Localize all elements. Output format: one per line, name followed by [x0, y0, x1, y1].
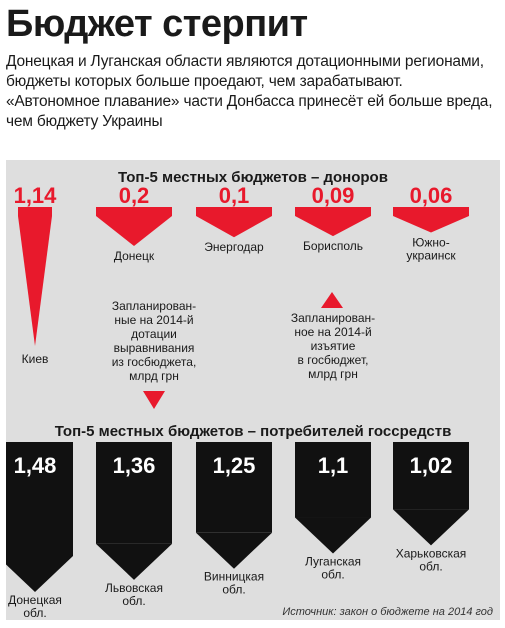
consumer-bar: [295, 442, 371, 518]
consumer-value-label: 1,02: [410, 453, 453, 478]
donor-value-label: 0,2: [119, 183, 150, 208]
donor-annotation-arrow: [321, 292, 343, 308]
donor-category-label: Энергодар: [204, 240, 264, 254]
donor-category-label: Южно-украинск: [406, 235, 456, 262]
donor-value-label: 1,14: [14, 183, 58, 208]
headline: Бюджет стерпит: [6, 3, 308, 45]
consumer-bar: [96, 442, 172, 544]
donor-category-label: Киев: [22, 352, 49, 366]
consumer-category-label: Донецкая обл.: [8, 593, 62, 620]
consumer-annotation-arrow: [143, 391, 165, 409]
lead-paragraph: Донецкая и Луганская области являются до…: [6, 53, 493, 130]
consumer-value-label: 1,25: [213, 453, 256, 478]
consumer-category-label: Харьковская обл.: [396, 546, 467, 573]
consumer-bar: [393, 442, 469, 510]
donors-title: Топ-5 местных бюджетов – доноров: [118, 169, 388, 186]
consumer-value-label: 1,1: [318, 453, 349, 478]
donor-category-label: Донецк: [114, 249, 155, 263]
source-note: Источник: закон о бюджете на 2014 год: [282, 606, 493, 618]
consumer-value-label: 1,48: [14, 453, 57, 478]
donor-bar: [295, 207, 371, 216]
consumers-title: Топ-5 местных бюджетов – потребителей го…: [55, 423, 452, 440]
donor-value-label: 0,06: [410, 183, 453, 208]
consumer-bar-tip: [196, 532, 272, 569]
donor-category-label: Борисполь: [303, 239, 363, 253]
donor-bar-tip: [96, 216, 172, 247]
donor-bar: [96, 207, 172, 216]
donor-bar: [393, 207, 469, 216]
consumer-category-label: Львовская обл.: [105, 581, 163, 608]
donor-bar: [18, 207, 52, 216]
consumer-category-label: Луганская обл.: [305, 554, 361, 581]
consumer-bar-tip: [96, 543, 172, 580]
consumer-bar-tip: [6, 556, 73, 592]
infographic-chart: Топ-5 местных бюджетов – доноров 1,14 Киев…: [6, 169, 493, 620]
donor-bar-tip: [295, 216, 371, 237]
donor-value-label: 0,09: [312, 183, 355, 208]
consumer-category-label: Винницкая обл.: [204, 570, 264, 597]
consumer-bar-tip: [393, 509, 469, 546]
donor-value-label: 0,1: [219, 183, 250, 208]
donor-bar-tip: [196, 216, 272, 238]
consumer-value-label: 1,36: [113, 453, 156, 478]
consumer-bar: [196, 442, 272, 533]
donor-bar-tip: [18, 216, 52, 346]
donor-annotation: Запланирован-ное на 2014-й изъятие в госбю…: [291, 311, 375, 381]
consumer-bar: [6, 442, 73, 556]
consumer-bar-tip: [295, 517, 371, 554]
consumer-annotation: Запланирован-ные на 2014-й дотации выравни…: [112, 299, 197, 383]
donor-bar: [196, 207, 272, 216]
donor-bar-tip: [393, 216, 469, 233]
infographic-panel: Топ-5 местных бюджетов – доноров 1,14 Киев…: [6, 160, 500, 620]
